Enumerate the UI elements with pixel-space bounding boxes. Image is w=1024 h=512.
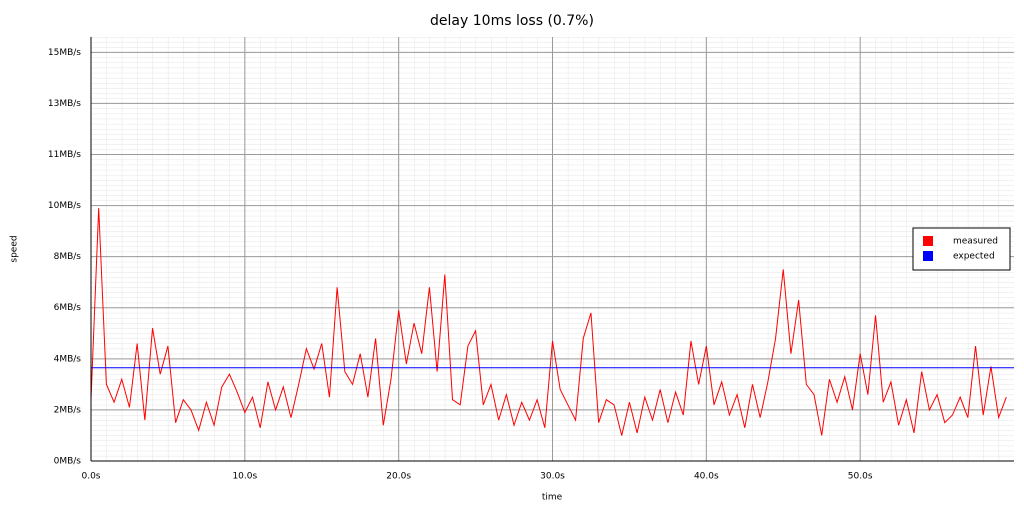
y-tick-label: 13MB/s (48, 99, 81, 109)
y-tick-label: 8MB/s (54, 252, 82, 262)
y-tick-label: 6MB/s (54, 303, 82, 313)
plot-area (90, 208, 1014, 436)
x-tick-label: 10.0s (232, 472, 257, 482)
y-tick-label: 15MB/s (48, 48, 81, 58)
y-tick-label: 11MB/s (48, 150, 81, 160)
x-tick-label: 40.0s (694, 472, 719, 482)
legend-label: expected (953, 252, 995, 262)
legend-label: measured (953, 237, 998, 247)
legend-swatch (923, 251, 933, 261)
y-tick-label: 10MB/s (48, 201, 81, 211)
x-tick-label: 20.0s (386, 472, 411, 482)
y-tick-label: 2MB/s (54, 405, 82, 415)
x-tick-label: 50.0s (848, 472, 873, 482)
x-tick-label: 30.0s (540, 472, 565, 482)
legend-box (912, 227, 1011, 271)
data-line (90, 208, 1007, 436)
legend-swatch (923, 236, 933, 246)
x-axis-label: time (542, 493, 563, 503)
legend: measured expected (912, 227, 1011, 271)
x-tick-label: 0.0s (81, 472, 100, 482)
chart-title: delay 10ms loss (0.7%) (430, 13, 594, 29)
y-axis-label: speed (10, 235, 20, 262)
y-tick-label: 0MB/s (54, 457, 82, 467)
y-tick-label: 4MB/s (54, 354, 82, 364)
